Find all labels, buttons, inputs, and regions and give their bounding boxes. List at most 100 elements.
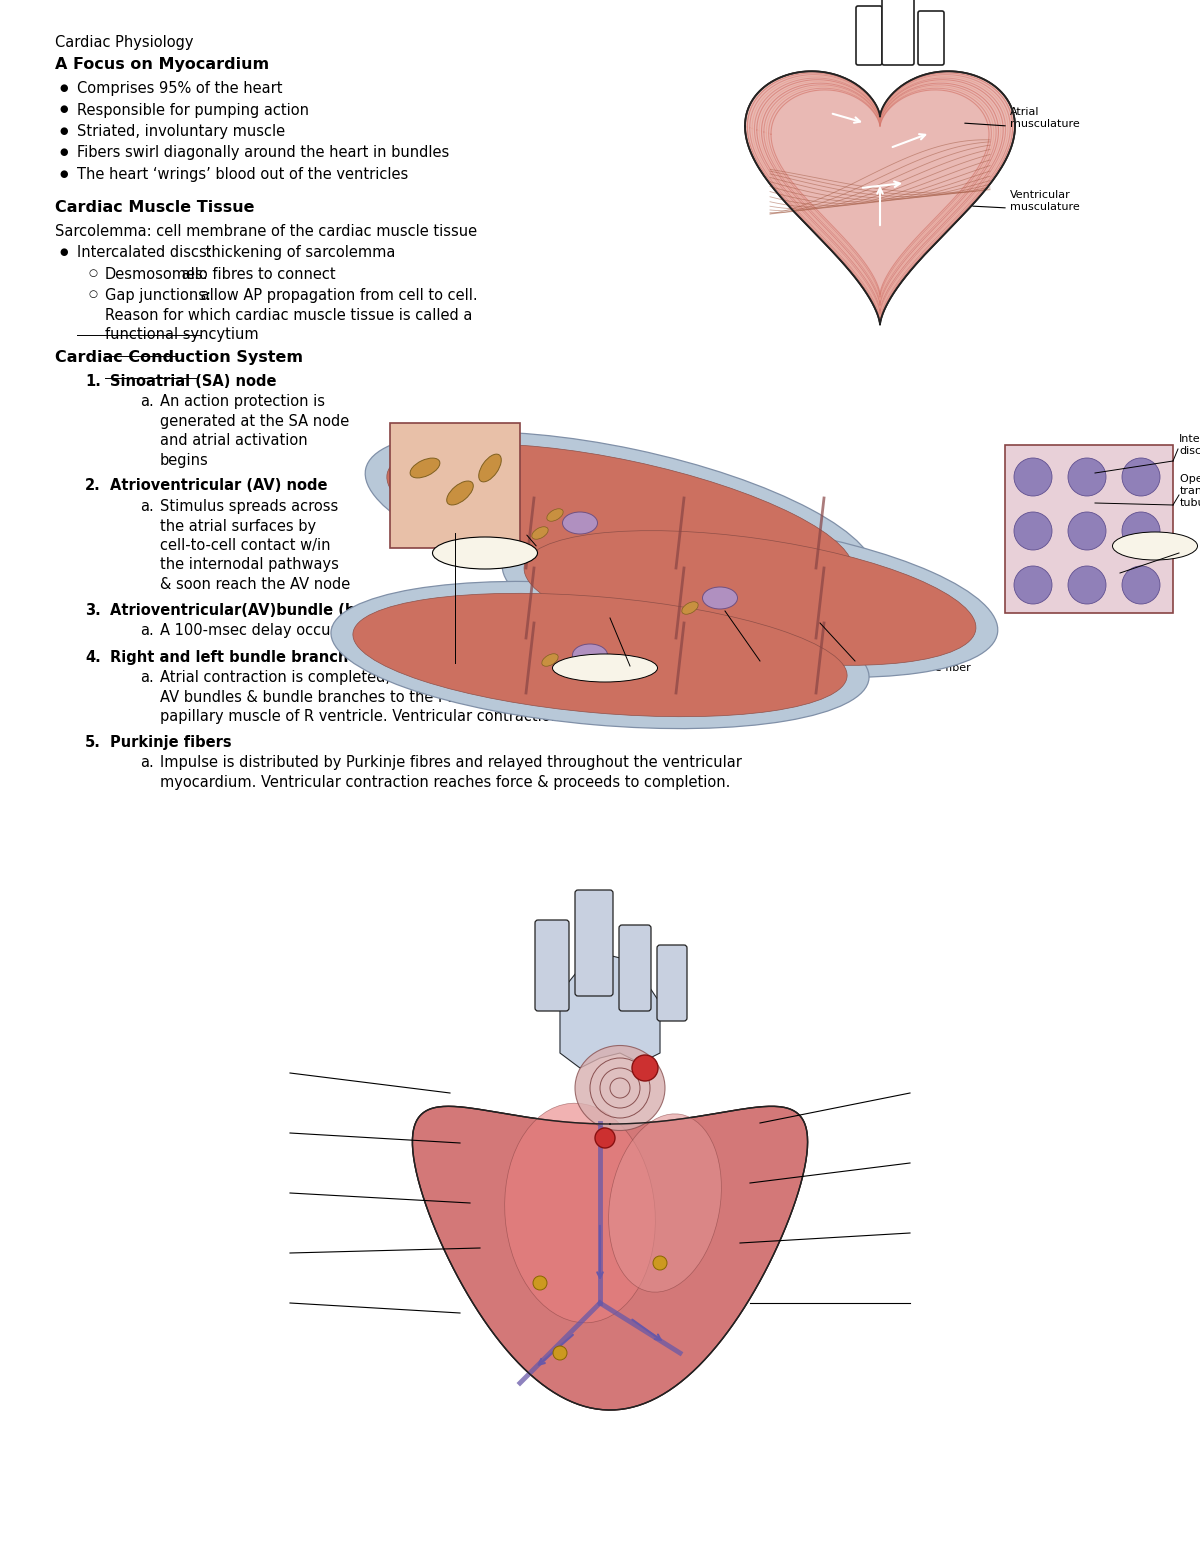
FancyBboxPatch shape [882,0,914,65]
Ellipse shape [563,512,598,534]
Text: Cardiac Conduction System: Cardiac Conduction System [55,351,302,365]
Text: a.: a. [140,669,154,685]
Text: A 100-msec delay occurs at the AV node. During this delay, atrial contraction oc: A 100-msec delay occurs at the AV node. … [160,623,780,638]
Polygon shape [745,71,1015,325]
Ellipse shape [524,531,976,665]
Text: AV bundles & bundle branches to the Purkinje fibres &, via the moderator band, t: AV bundles & bundle branches to the Purk… [160,690,794,705]
Text: a.: a. [140,394,154,410]
Ellipse shape [353,593,847,716]
Text: A Focus on Myocardium: A Focus on Myocardium [55,57,269,71]
Ellipse shape [386,444,853,603]
Text: Sinoatrial (SA) node: Sinoatrial (SA) node [110,374,276,388]
Text: Sarcolemma: cell membrane of the cardiac muscle tissue: Sarcolemma: cell membrane of the cardiac… [55,224,478,239]
Text: the internodal pathways: the internodal pathways [160,558,338,573]
Text: allow AP propagation from cell to cell.: allow AP propagation from cell to cell. [196,289,478,303]
Text: myocardium. Ventricular contraction reaches force & proceeds to completion.: myocardium. Ventricular contraction reac… [160,775,731,789]
Ellipse shape [542,654,558,666]
Text: Stimulus spreads across: Stimulus spreads across [160,499,338,514]
Text: 5.: 5. [85,735,101,750]
Ellipse shape [503,519,997,677]
Circle shape [1122,458,1160,495]
Text: Opening of
transverse
tubule: Opening of transverse tubule [1180,474,1200,508]
Text: (a) Cardiac muscle fibers: (a) Cardiac muscle fibers [556,688,704,700]
Ellipse shape [575,1045,665,1131]
Ellipse shape [1112,533,1198,561]
FancyBboxPatch shape [918,11,944,65]
Text: Fibers swirl diagonally around the heart in bundles: Fibers swirl diagonally around the heart… [77,146,449,160]
Text: functional syncytium: functional syncytium [106,328,259,343]
Text: Impulse is distributed by Purkinje fibres and relayed throughout the ventricular: Impulse is distributed by Purkinje fibre… [160,755,742,770]
Text: Comprises 95% of the heart: Comprises 95% of the heart [77,81,282,96]
Ellipse shape [572,644,607,666]
Text: cell-to-cell contact w/in: cell-to-cell contact w/in [160,537,330,553]
Text: Reason for which cardiac muscle tissue is called a: Reason for which cardiac muscle tissue i… [106,307,473,323]
FancyBboxPatch shape [658,944,686,1020]
Ellipse shape [410,458,440,478]
Text: ○: ○ [88,289,97,300]
Ellipse shape [432,537,538,568]
Text: Sarcolemma: Sarcolemma [572,663,637,672]
Text: the atrial surfaces by: the atrial surfaces by [160,519,316,534]
Text: 3.: 3. [85,603,101,618]
Text: Responsible for pumping action: Responsible for pumping action [77,102,310,118]
Ellipse shape [479,453,502,481]
Text: begins: begins [160,453,209,467]
Ellipse shape [331,581,869,728]
Ellipse shape [608,1114,721,1292]
Text: Mitochondrion: Mitochondrion [410,665,490,676]
Circle shape [1014,565,1052,604]
Circle shape [533,1277,547,1291]
Circle shape [553,1346,568,1360]
Text: ●: ● [59,82,67,93]
Ellipse shape [552,654,658,682]
Text: Cardiac Muscle Tissue: Cardiac Muscle Tissue [55,200,254,216]
Text: and atrial activation: and atrial activation [160,433,307,449]
Text: a.: a. [140,623,154,638]
Text: Gap junctions: Gap junctions [1120,540,1190,551]
Circle shape [1068,458,1106,495]
Text: Purkinje fibers: Purkinje fibers [110,735,232,750]
Text: Intercalated
discs: Intercalated discs [1178,435,1200,455]
Circle shape [1122,512,1160,550]
Text: 1.: 1. [85,374,101,388]
Bar [1006,446,1174,613]
Text: 4.: 4. [85,649,101,665]
Text: Desmosomes:: Desmosomes: [106,267,209,283]
Ellipse shape [446,481,473,505]
Text: 2.: 2. [85,478,101,494]
Text: Atrioventricular (AV) node: Atrioventricular (AV) node [110,478,328,494]
Text: allo fibres to connect: allo fibres to connect [176,267,335,283]
FancyBboxPatch shape [575,890,613,995]
Text: a.: a. [140,755,154,770]
Text: Cardiac muscle fiber: Cardiac muscle fiber [856,663,971,672]
Text: Atrioventricular(AV)bundle (bundle of his): Atrioventricular(AV)bundle (bundle of hi… [110,603,460,618]
FancyBboxPatch shape [535,919,569,1011]
Text: Atrial
musculature: Atrial musculature [1010,107,1080,129]
Text: Striated, involuntary muscle: Striated, involuntary muscle [77,124,286,140]
Ellipse shape [365,432,875,613]
Ellipse shape [532,526,548,539]
Ellipse shape [682,601,698,615]
Text: generated at the SA node: generated at the SA node [160,415,349,429]
Text: Cardiac Physiology: Cardiac Physiology [55,36,193,50]
Circle shape [1068,512,1106,550]
FancyBboxPatch shape [619,926,650,1011]
Ellipse shape [702,587,738,609]
Circle shape [1122,565,1160,604]
Text: ●: ● [59,148,67,157]
Text: Intercalated discs:: Intercalated discs: [77,245,211,261]
FancyBboxPatch shape [856,6,882,65]
Bar [390,422,520,548]
Ellipse shape [505,1103,655,1323]
Circle shape [1014,458,1052,495]
Text: ○: ○ [88,269,97,278]
Circle shape [653,1256,667,1270]
Text: Atrial contraction is completed, impulse travels along the interventricular sept: Atrial contraction is completed, impulse… [160,669,796,685]
Text: ●: ● [59,247,67,258]
Text: Desmosomes: Desmosomes [448,548,522,558]
Text: An action protection is: An action protection is [160,394,325,410]
Ellipse shape [547,509,563,522]
Text: Right and left bundle branches: Right and left bundle branches [110,649,367,665]
Text: Gap junctions:: Gap junctions: [106,289,211,303]
Text: The heart ‘wrings’ blood out of the ventricles: The heart ‘wrings’ blood out of the vent… [77,168,408,182]
